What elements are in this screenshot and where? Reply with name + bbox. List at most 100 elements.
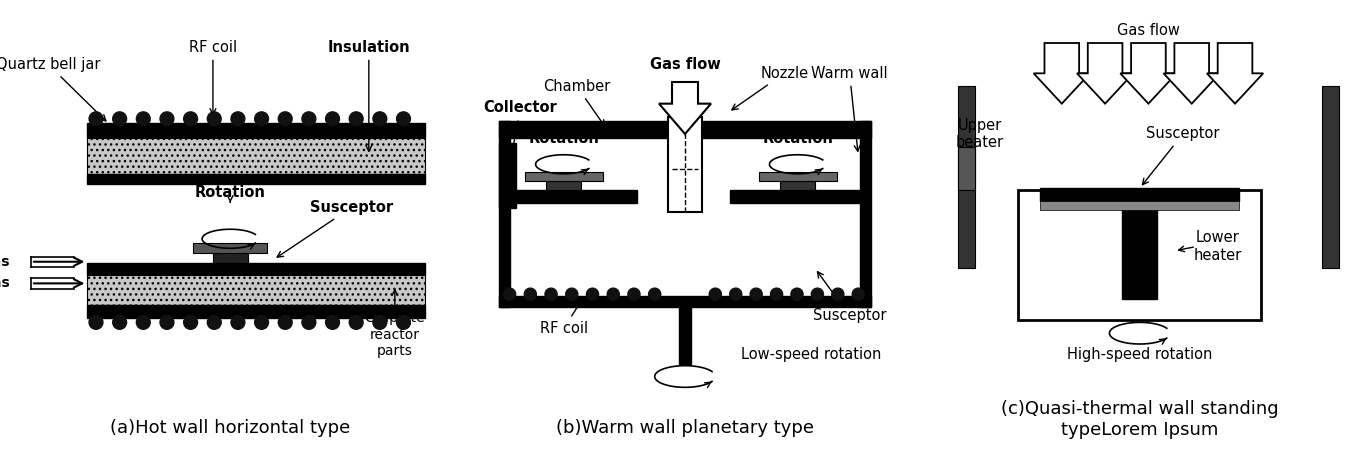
Circle shape	[278, 316, 292, 329]
Circle shape	[648, 288, 660, 300]
Bar	[1040, 201, 1240, 210]
Text: Gas flow: Gas flow	[649, 57, 721, 72]
Circle shape	[373, 316, 386, 329]
Bar	[958, 147, 975, 190]
Circle shape	[326, 112, 340, 126]
Text: (a)Hot wall horizontal type: (a)Hot wall horizontal type	[110, 420, 351, 437]
Bar	[759, 172, 837, 181]
Circle shape	[232, 316, 245, 329]
Bar	[525, 172, 603, 181]
Text: Lower
heater: Lower heater	[1193, 230, 1241, 263]
Bar	[1322, 86, 1338, 268]
Circle shape	[770, 288, 782, 300]
Text: Susceptor: Susceptor	[277, 200, 393, 257]
Circle shape	[112, 316, 126, 329]
Bar	[499, 121, 871, 138]
Circle shape	[396, 316, 411, 329]
Text: Rotation gas: Rotation gas	[0, 276, 10, 290]
Circle shape	[112, 112, 126, 126]
Circle shape	[627, 288, 640, 300]
Text: Rotation: Rotation	[529, 131, 599, 146]
Circle shape	[255, 316, 269, 329]
Circle shape	[607, 288, 619, 300]
Circle shape	[89, 112, 103, 126]
Polygon shape	[1077, 43, 1133, 104]
Text: Insulation: Insulation	[327, 40, 410, 151]
Circle shape	[160, 316, 174, 329]
Text: Warm wall: Warm wall	[811, 65, 888, 151]
Circle shape	[137, 316, 151, 329]
Circle shape	[396, 112, 411, 126]
Bar	[667, 117, 703, 212]
Bar	[193, 243, 267, 253]
Circle shape	[586, 288, 599, 300]
Bar	[781, 180, 815, 190]
Bar	[88, 275, 425, 305]
Bar	[88, 174, 425, 184]
Bar	[499, 121, 510, 307]
Bar	[1018, 190, 1260, 320]
Bar	[1122, 199, 1158, 299]
Polygon shape	[1121, 43, 1177, 104]
Circle shape	[730, 288, 741, 300]
Circle shape	[751, 288, 762, 300]
Circle shape	[301, 316, 316, 329]
Circle shape	[790, 288, 803, 300]
Text: Chamber: Chamber	[543, 79, 611, 126]
Text: RF coil: RF coil	[540, 298, 588, 336]
Text: Rotation: Rotation	[762, 131, 833, 146]
Bar	[88, 305, 425, 318]
Circle shape	[232, 112, 245, 126]
Bar	[958, 86, 975, 268]
Text: RF coil: RF coil	[189, 40, 237, 114]
Text: Low-speed rotation: Low-speed rotation	[741, 347, 882, 362]
Text: Rotation: Rotation	[195, 185, 266, 200]
Circle shape	[207, 316, 221, 329]
Bar	[88, 138, 425, 175]
Bar	[88, 123, 425, 138]
Circle shape	[525, 288, 537, 300]
Circle shape	[255, 112, 269, 126]
Circle shape	[207, 112, 221, 126]
Bar	[499, 142, 516, 207]
Text: Graphite
reactor
parts: Graphite reactor parts	[364, 290, 425, 358]
Bar	[507, 190, 637, 203]
Circle shape	[373, 112, 386, 126]
Text: (c)Quasi-thermal wall standing
typeLorem Ipsum: (c)Quasi-thermal wall standing typeLorem…	[1001, 400, 1278, 439]
Circle shape	[504, 288, 515, 300]
Circle shape	[710, 288, 722, 300]
Bar	[678, 299, 692, 364]
Bar	[1040, 188, 1240, 201]
Circle shape	[326, 316, 340, 329]
Text: Susceptor: Susceptor	[1143, 126, 1219, 185]
Circle shape	[566, 288, 578, 300]
Circle shape	[89, 316, 103, 329]
Polygon shape	[1207, 43, 1263, 104]
Circle shape	[349, 112, 363, 126]
Text: Susceptor: Susceptor	[812, 272, 886, 323]
Bar	[212, 252, 248, 262]
Text: Gas flow: Gas flow	[1117, 22, 1180, 38]
Bar	[547, 180, 581, 190]
Polygon shape	[659, 82, 711, 134]
Text: Quartz bell jar: Quartz bell jar	[0, 57, 105, 121]
Text: Process gas: Process gas	[0, 255, 10, 269]
Circle shape	[184, 112, 197, 126]
Circle shape	[301, 112, 316, 126]
Circle shape	[811, 288, 823, 300]
Bar	[88, 262, 425, 275]
Bar	[499, 296, 871, 307]
Circle shape	[832, 288, 844, 300]
Polygon shape	[1163, 43, 1219, 104]
Circle shape	[184, 316, 197, 329]
Circle shape	[545, 288, 558, 300]
Bar	[860, 121, 871, 307]
Text: High-speed rotation: High-speed rotation	[1067, 347, 1212, 362]
Circle shape	[137, 112, 151, 126]
Polygon shape	[1033, 43, 1091, 104]
Circle shape	[160, 112, 174, 126]
Bar	[730, 190, 860, 203]
Text: Upper
beater: Upper beater	[955, 118, 1004, 150]
Text: Nozzle: Nozzle	[732, 65, 808, 110]
Text: (b)Warm wall planetary type: (b)Warm wall planetary type	[556, 420, 814, 437]
